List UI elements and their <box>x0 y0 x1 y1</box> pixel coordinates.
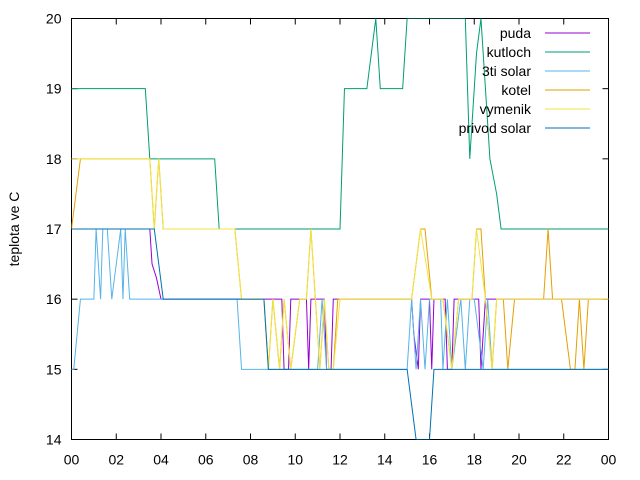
y-axis-label: teplota ve C <box>6 192 22 267</box>
y-tick-label: 16 <box>46 291 62 307</box>
series-group <box>71 18 609 440</box>
y-tick-label: 19 <box>46 81 62 97</box>
legend-label: puda <box>500 25 531 41</box>
x-tick-label: 02 <box>108 452 124 468</box>
series-line-privod-solar <box>71 228 609 440</box>
y-tick-label: 20 <box>46 11 62 27</box>
legend-label: privod solar <box>459 120 532 136</box>
x-tick-label: 12 <box>332 452 348 468</box>
x-tick-label: 14 <box>377 452 393 468</box>
legend-label: 3ti solar <box>482 63 531 79</box>
x-tick-label: 00 <box>601 452 617 468</box>
x-tick-label: 18 <box>466 452 482 468</box>
legend-label: kotel <box>501 82 531 98</box>
x-tick-label: 04 <box>153 452 169 468</box>
y-tick-label: 14 <box>46 432 62 448</box>
x-tick-label: 16 <box>422 452 438 468</box>
y-tick-label: 15 <box>46 361 62 377</box>
x-axis: 00 02 04 06 08 10 12 14 16 18 20 22 00 <box>64 18 617 468</box>
x-tick-label: 08 <box>243 452 259 468</box>
x-tick-label: 20 <box>511 452 527 468</box>
legend-label: vymenik <box>480 101 532 117</box>
x-tick-label: 22 <box>556 452 572 468</box>
y-tick-label: 18 <box>46 151 62 167</box>
legend: puda kutloch 3ti solar kotel vymenik privod s… <box>459 25 590 136</box>
x-tick-label: 06 <box>198 452 214 468</box>
legend-label: kutloch <box>487 44 531 60</box>
y-tick-label: 17 <box>46 221 62 237</box>
x-tick-label: 00 <box>64 452 80 468</box>
series-line-kutloch <box>71 18 609 230</box>
x-tick-label: 10 <box>287 452 303 468</box>
